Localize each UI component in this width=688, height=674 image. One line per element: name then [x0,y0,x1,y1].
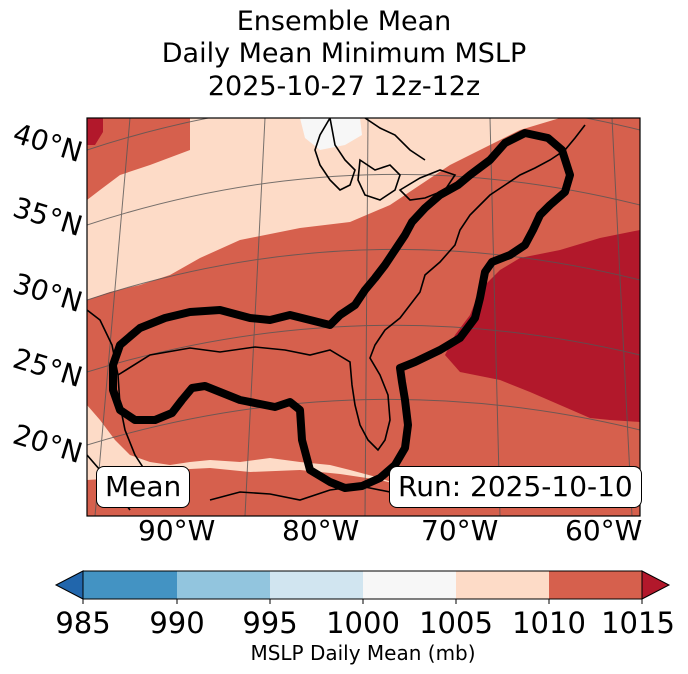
field-1010-1015-main [87,118,640,516]
field-1010-1015-north [87,118,190,200]
colorbar-bin-1010-1015 [549,571,642,599]
field-1000-1005 [300,118,362,150]
title-line-3: 2025-10-27 12z-12z [207,71,481,102]
colorbar-tick-1005: 1005 [419,606,493,640]
colorbar-label: MSLP Daily Mean (mb) [250,641,476,665]
mean-badge: Mean [96,466,191,508]
colorbar-bin-995-1000 [270,571,363,599]
colorbar-tick-985: 985 [55,606,111,640]
colorbar-tick-995: 995 [242,606,298,640]
field-above-1015-corner [87,118,103,145]
colorbar-bin-1000-1005 [363,571,456,599]
colorbar-tick-990: 990 [149,606,205,640]
colorbar-bin-1005-1010 [456,571,549,599]
run-date-badge: Run: 2025-10-10 [389,466,642,508]
colorbar-extend-high [641,570,671,600]
lon-label-70w: 70°W [421,514,499,547]
colorbar-bin-990-995 [177,571,270,599]
title-line-1: Ensemble Mean [236,6,452,37]
colorbar-bin-985-990 [83,571,177,599]
title-line-2: Daily Mean Minimum MSLP [161,38,527,69]
colorbar-tick-1015: 1015 [601,606,675,640]
colorbar-tick-1000: 1000 [326,606,400,640]
colorbar-extend-low [54,570,84,600]
lon-label-60w: 60°W [565,514,643,547]
lon-label-90w: 90°W [138,514,216,547]
lon-label-80w: 80°W [282,514,360,547]
map-frame [86,117,641,517]
colorbar-tick-1010: 1010 [512,606,586,640]
pressure-contour [109,129,574,492]
graticule [87,118,640,516]
pressure-map [86,117,641,517]
